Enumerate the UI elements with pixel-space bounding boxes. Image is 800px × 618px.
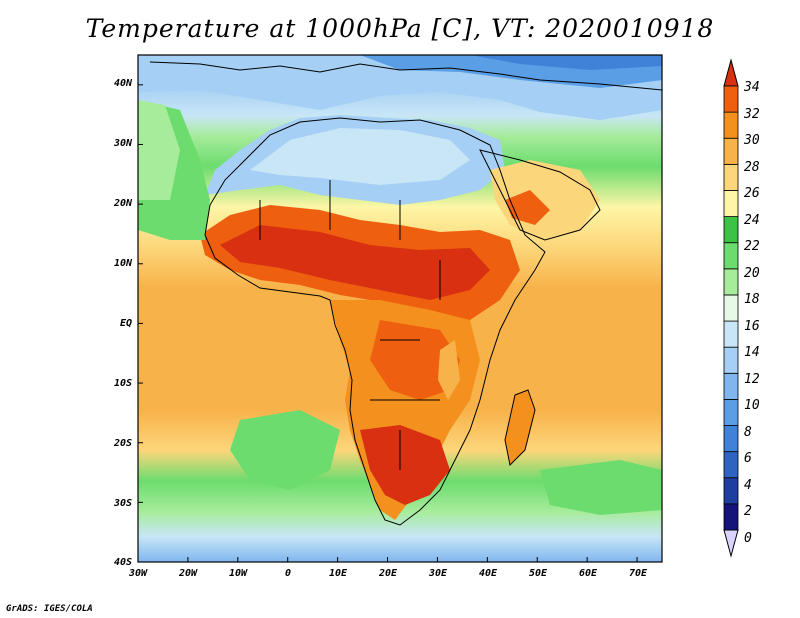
colorbar-label: 8 bbox=[744, 425, 752, 440]
lat-tick-label: 20S bbox=[113, 438, 132, 449]
colorbar-label: 30 bbox=[744, 133, 760, 148]
map-field bbox=[138, 55, 662, 562]
lon-tick-label: 70E bbox=[628, 568, 648, 579]
lon-tick-label: 30W bbox=[128, 568, 148, 579]
lat-tick-label: 20N bbox=[113, 198, 132, 209]
colorbar-label: 2 bbox=[744, 504, 752, 519]
colorbar-segment bbox=[723, 111, 739, 139]
colorbar-label: 32 bbox=[744, 107, 760, 122]
credit-text: GrADS: IGES/COLA bbox=[6, 604, 93, 614]
coastlines bbox=[149, 61, 662, 526]
lat-tick-label: 40S bbox=[113, 557, 132, 568]
colorbar-label: 4 bbox=[744, 478, 752, 493]
colorbar-segment bbox=[723, 294, 739, 322]
colorbar-label: 14 bbox=[744, 345, 760, 360]
colorbar-segment bbox=[723, 163, 739, 191]
map-frame bbox=[137, 54, 663, 563]
lon-tick-label: 40E bbox=[478, 568, 498, 579]
colorbar-label: 34 bbox=[744, 80, 760, 95]
colorbar-label: 26 bbox=[744, 186, 760, 201]
colorbar-segment bbox=[723, 503, 739, 531]
colorbar-label: 18 bbox=[744, 292, 760, 307]
colorbar-label: 12 bbox=[744, 372, 760, 387]
lon-tick-label: 20E bbox=[378, 568, 398, 579]
colorbar-label: 24 bbox=[744, 213, 760, 228]
colorbar-label: 22 bbox=[744, 239, 760, 254]
colorbar-segment bbox=[723, 242, 739, 270]
lon-tick-label: 50E bbox=[528, 568, 548, 579]
colorbar-segment bbox=[723, 320, 739, 348]
colorbar-label: 6 bbox=[744, 451, 752, 466]
lat-tick-label: EQ bbox=[119, 318, 132, 329]
lat-tick-label: 30N bbox=[113, 138, 132, 149]
lon-tick-label: 10E bbox=[328, 568, 348, 579]
colorbar-segment bbox=[723, 477, 739, 505]
lon-tick-label: 10W bbox=[228, 568, 248, 579]
lon-tick-label: 0 bbox=[284, 568, 292, 579]
colorbar-segment bbox=[723, 372, 739, 400]
colorbar-segment bbox=[723, 268, 739, 296]
colorbar-label: 28 bbox=[744, 160, 760, 175]
colorbar-segment bbox=[723, 425, 739, 453]
lat-tick-label: 40N bbox=[113, 78, 132, 89]
lat-tick-label: 10S bbox=[113, 378, 132, 389]
colorbar-top-triangle bbox=[723, 58, 739, 87]
colorbar-bottom-triangle bbox=[723, 529, 739, 558]
colorbar-segment bbox=[723, 137, 739, 165]
colorbar-segment bbox=[723, 399, 739, 426]
colorbar bbox=[723, 58, 739, 558]
lon-tick-label: 60E bbox=[578, 568, 598, 579]
colorbar-label: 0 bbox=[744, 531, 752, 546]
colorbar-segment bbox=[723, 85, 739, 113]
map-title: Temperature at 1000hPa [C], VT: 20200109… bbox=[85, 14, 715, 43]
lon-tick-label: 30E bbox=[428, 568, 448, 579]
colorbar-segment bbox=[723, 190, 739, 217]
lat-tick-label: 10N bbox=[113, 258, 132, 269]
colorbar-segment bbox=[723, 451, 739, 479]
colorbar-label: 20 bbox=[744, 266, 760, 281]
colorbar-label: 16 bbox=[744, 319, 760, 334]
colorbar-label: 10 bbox=[744, 398, 760, 413]
lon-tick-label: 20W bbox=[178, 568, 198, 579]
colorbar-segment bbox=[723, 216, 739, 244]
colorbar-segment bbox=[723, 346, 739, 374]
lat-tick-label: 30S bbox=[113, 498, 132, 509]
